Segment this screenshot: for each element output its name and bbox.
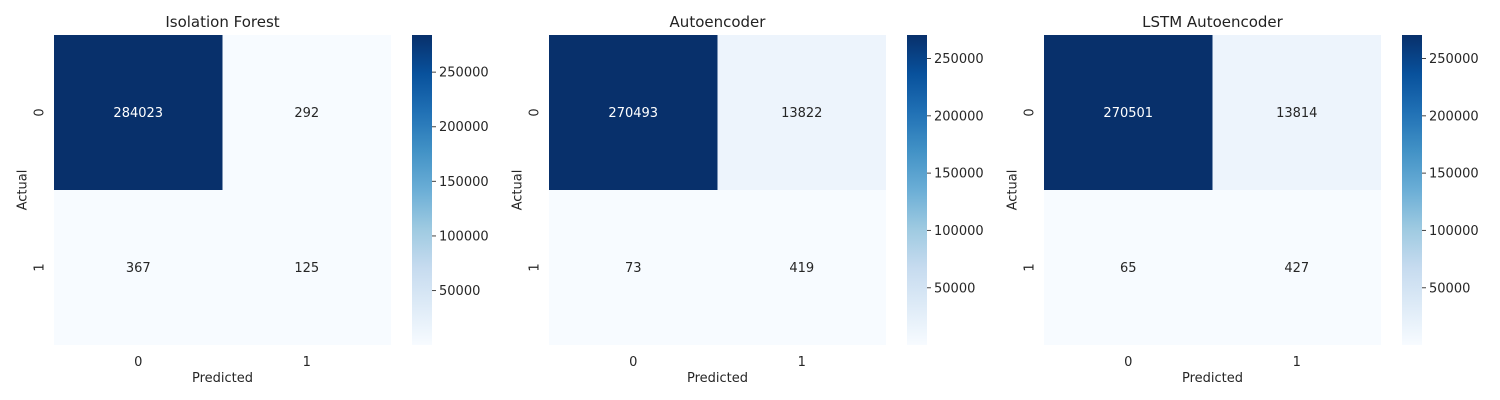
colorbar <box>907 35 927 345</box>
heatmap-panel-2: Autoencoder 270493 13822 73 419 0 1 Predicted 0 1… <box>511 13 984 386</box>
y-tick-label: 0 <box>33 108 48 116</box>
x-axis-label: Predicted <box>192 371 253 386</box>
cell-value-label: 270493 <box>608 106 658 121</box>
cell-value-label: 65 <box>1120 261 1137 276</box>
colorbar-tick-label: 250000 <box>934 52 984 67</box>
x-tick-label: 0 <box>629 355 637 370</box>
heatmap-cell-r1-c0 <box>1044 190 1213 345</box>
heatmap-cell-r0-c0 <box>1044 35 1213 190</box>
heatmap-cell-r0-c0 <box>549 35 718 190</box>
cell-value-label: 427 <box>1284 261 1309 276</box>
heatmap-cell-r1-c0 <box>54 190 223 345</box>
panel-title: LSTM Autoencoder <box>1142 13 1283 31</box>
heatmap-panel-3: LSTM Autoencoder 270501 13814 65 427 0 1 Predic… <box>1006 13 1479 386</box>
x-tick-label: 0 <box>134 355 142 370</box>
cell-value-label: 292 <box>294 106 319 121</box>
y-tick-label: 1 <box>528 263 543 271</box>
cell-value-label: 13814 <box>1276 106 1317 121</box>
panel-title: Isolation Forest <box>165 13 279 31</box>
colorbar-tick-label: 150000 <box>1429 167 1479 182</box>
colorbar-tick-label: 100000 <box>934 224 984 239</box>
colorbar-tick-label: 50000 <box>439 284 480 299</box>
x-tick-label: 1 <box>1293 355 1301 370</box>
colorbar-tick-label: 200000 <box>934 109 984 124</box>
colorbar-tick-label: 50000 <box>934 281 975 296</box>
colorbar-tick-label: 150000 <box>934 167 984 182</box>
y-tick-label: 1 <box>33 263 48 271</box>
x-axis-label: Predicted <box>687 371 748 386</box>
cell-value-label: 367 <box>126 261 151 276</box>
heatmap-cell-r0-c1 <box>222 35 391 190</box>
heatmap-cell-r0-c0 <box>54 35 223 190</box>
cell-value-label: 270501 <box>1103 106 1153 121</box>
x-tick-label: 1 <box>303 355 311 370</box>
colorbar <box>412 35 432 345</box>
heatmap-cell-r0-c1 <box>1212 35 1381 190</box>
cell-value-label: 125 <box>294 261 319 276</box>
colorbar-tick-label: 100000 <box>1429 224 1479 239</box>
y-axis-label: Actual <box>1006 170 1021 211</box>
x-axis-label: Predicted <box>1182 371 1243 386</box>
heatmap-cell-r0-c1 <box>717 35 886 190</box>
cell-value-label: 13822 <box>781 106 822 121</box>
heatmap-cell-r1-c1 <box>222 190 391 345</box>
heatmap-panel-1: Isolation Forest 284023 292 367 125 0 1 Predict… <box>16 13 489 386</box>
y-tick-label: 1 <box>1023 263 1038 271</box>
colorbar-tick-label: 150000 <box>439 175 489 190</box>
cell-value-label: 73 <box>625 261 642 276</box>
y-axis-label: Actual <box>511 170 526 211</box>
x-tick-label: 1 <box>798 355 806 370</box>
panel-title: Autoencoder <box>670 13 767 31</box>
heatmap-cell-r1-c0 <box>549 190 718 345</box>
colorbar-tick-label: 250000 <box>439 66 489 81</box>
cell-value-label: 284023 <box>113 106 163 121</box>
colorbar-tick-label: 50000 <box>1429 281 1470 296</box>
y-tick-label: 0 <box>1023 108 1038 116</box>
y-axis-label: Actual <box>16 170 31 211</box>
cell-value-label: 419 <box>789 261 814 276</box>
colorbar <box>1402 35 1422 345</box>
colorbar-tick-label: 200000 <box>439 120 489 135</box>
heatmap-cell-r1-c1 <box>1212 190 1381 345</box>
x-tick-label: 0 <box>1124 355 1132 370</box>
heatmap-cell-r1-c1 <box>717 190 886 345</box>
y-tick-label: 0 <box>528 108 543 116</box>
colorbar-tick-label: 100000 <box>439 229 489 244</box>
colorbar-tick-label: 200000 <box>1429 109 1479 124</box>
colorbar-tick-label: 250000 <box>1429 52 1479 67</box>
